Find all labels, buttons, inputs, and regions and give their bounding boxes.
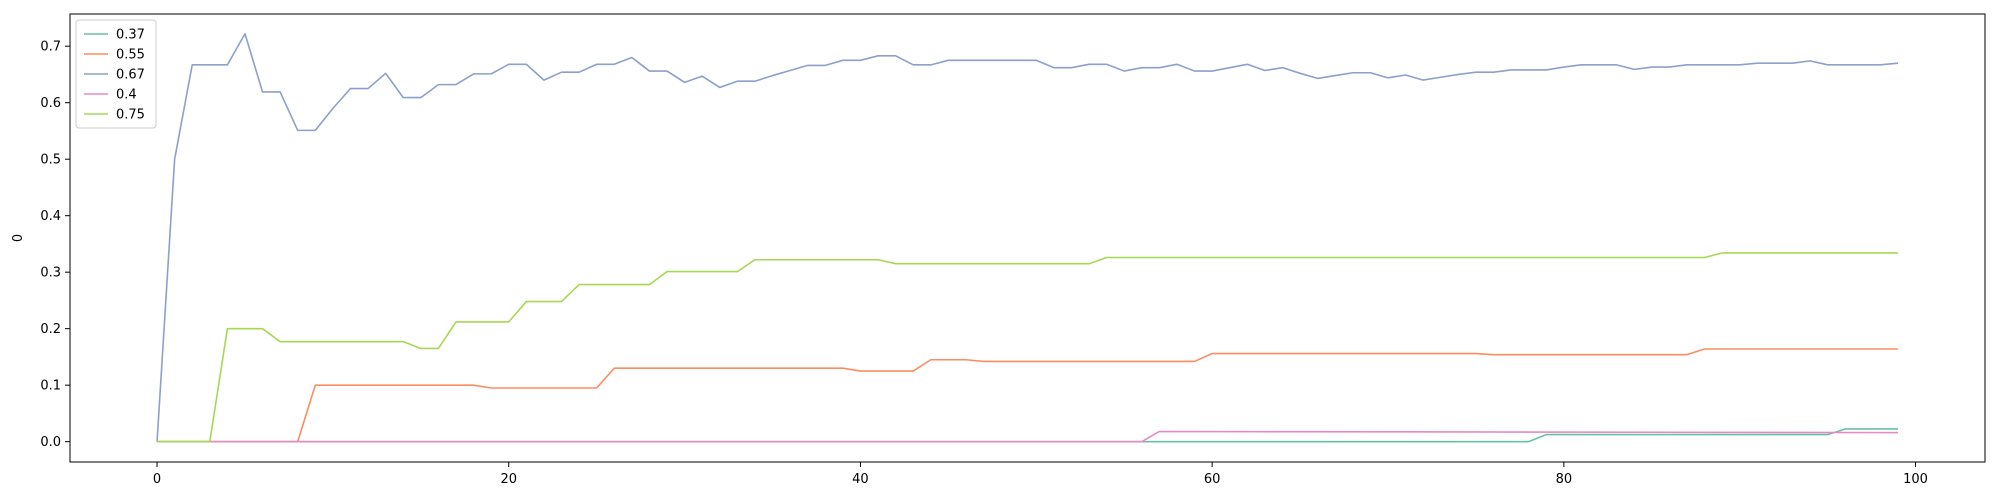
- plot-frame: [69, 13, 1986, 463]
- y-tick-label: 0.7: [40, 40, 61, 55]
- series-line-0.37: [157, 428, 1898, 443]
- x-tick-label: 100: [1903, 472, 1928, 487]
- x-tick-label: 40: [852, 472, 869, 487]
- legend-box: [75, 19, 157, 129]
- legend-label: 0.75: [116, 108, 145, 123]
- legend-label: 0.55: [116, 48, 145, 63]
- series-line-0.55: [157, 348, 1898, 443]
- x-tick-label: 80: [1556, 472, 1573, 487]
- y-tick-label: 0.5: [40, 153, 61, 168]
- legend-label: 0.37: [116, 28, 145, 43]
- y-axis-label: 0: [11, 234, 26, 242]
- x-axis: 0 20 40 60 80 100: [153, 462, 1928, 487]
- series-line-0.67: [156, 32, 1899, 442]
- y-tick-label: 0.1: [40, 379, 61, 394]
- y-tick-label: 0.4: [40, 209, 61, 224]
- series-line-0.75: [157, 252, 1898, 443]
- y-tick-label: 0.6: [40, 96, 61, 111]
- y-axis: 0.0 0.1 0.2 0.3 0.4 0.5 0.6 0.7: [40, 40, 70, 450]
- x-tick-label: 60: [1204, 472, 1221, 487]
- legend-label: 0.4: [116, 88, 137, 103]
- y-tick-label: 0.2: [40, 322, 61, 337]
- y-tick-label: 0.0: [40, 435, 61, 450]
- legend: 0.37 0.55 0.67 0.4 0.75: [75, 19, 157, 129]
- x-tick-label: 20: [500, 472, 517, 487]
- x-tick-label: 0: [153, 472, 161, 487]
- series-layer: [156, 32, 1899, 443]
- legend-label: 0.67: [116, 68, 145, 83]
- y-tick-label: 0.3: [40, 266, 61, 281]
- series-line-0.4: [157, 430, 1898, 443]
